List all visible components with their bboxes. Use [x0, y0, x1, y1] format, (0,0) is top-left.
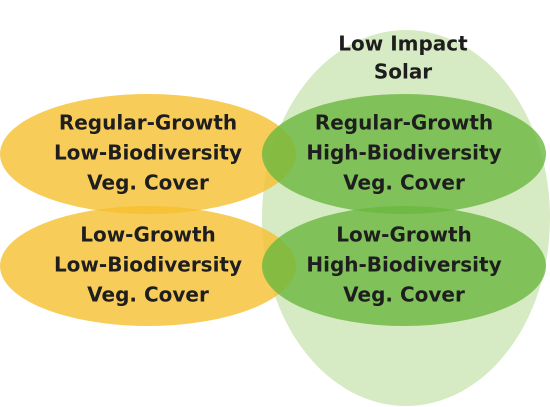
node-label: Low-Growth: [80, 223, 216, 247]
low-low-ellipse: [0, 206, 296, 326]
node-label: High-Biodiversity: [306, 141, 501, 165]
regular-low-ellipse: [0, 94, 296, 214]
node-label: Low-Biodiversity: [54, 141, 242, 165]
node-label: Veg. Cover: [87, 171, 209, 195]
node-label: Veg. Cover: [343, 283, 465, 307]
node-label: High-Biodiversity: [306, 253, 501, 277]
node-label: Regular-Growth: [315, 111, 493, 135]
node-label: Low-Growth: [336, 223, 472, 247]
regular-high-ellipse: [262, 94, 546, 214]
node-label: Veg. Cover: [343, 171, 465, 195]
labels: Low Impact Solar Regular-Growth Low-Biodi…: [54, 32, 502, 307]
node-label: Veg. Cover: [87, 283, 209, 307]
solar-label: Low Impact: [338, 32, 468, 56]
node-label: Low-Biodiversity: [54, 253, 242, 277]
low-high-ellipse: [262, 206, 546, 326]
solar-label: Solar: [374, 60, 432, 84]
node-label: Regular-Growth: [59, 111, 237, 135]
